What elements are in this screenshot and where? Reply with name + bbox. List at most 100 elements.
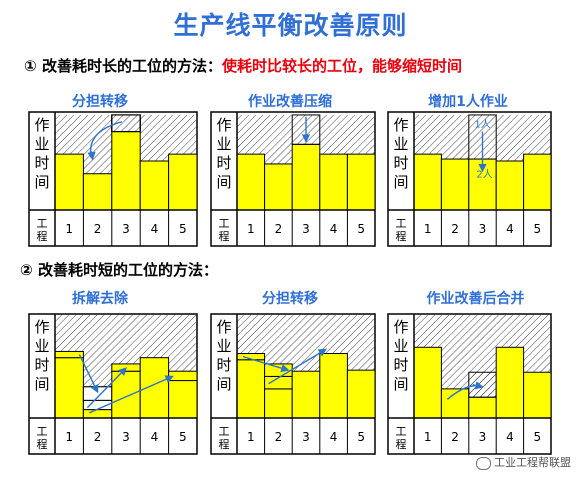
y-axis-label-char: 时 [216,154,231,172]
station-number: 4 [151,430,159,444]
y-axis-label-char: 时 [216,356,231,374]
station-number: 1 [65,222,73,236]
watermark: 工业工程帮联盟 [476,454,571,470]
station-number: 4 [151,222,159,236]
station-bar [54,153,84,211]
y-axis-label-char: 时 [34,154,49,172]
station-bar [346,369,376,419]
station-bar [139,160,170,211]
station-bar [54,357,84,419]
station-bar [291,370,321,419]
station-number: 3 [122,430,130,444]
x-axis-label-char: 程 [37,438,48,451]
station-bar [319,153,348,211]
x-axis-label-char: 工 [37,425,48,438]
x-axis-label-char: 程 [396,438,407,451]
compressed-task [291,114,321,145]
x-axis-label-char: 程 [396,230,407,243]
station-bar [346,153,376,211]
y-axis-label-char: 间 [393,173,408,191]
y-axis-label-char: 业 [393,135,408,153]
station-number: 2 [275,430,283,444]
station-bar [291,143,321,211]
wechat-icon [476,456,491,470]
station-number: 1 [247,222,255,236]
x-axis-label-char: 工 [396,425,407,438]
y-axis-label-char: 间 [216,173,231,191]
station-number: 4 [330,430,338,444]
x-axis-label-char: 工 [396,217,407,230]
station-number: 2 [275,222,283,236]
station-bar [495,346,525,419]
station-bar [264,388,293,419]
station-number: 3 [302,222,310,236]
y-axis-label-char: 时 [34,356,49,374]
y-axis-label-char: 时 [393,356,408,374]
task-segment [82,409,113,419]
transfer-arrow [89,375,174,414]
removed-task [111,114,141,133]
watermark-text: 工业工程帮联盟 [494,456,571,469]
station-number: 1 [424,430,432,444]
task-segment [168,370,198,382]
station-number: 5 [357,430,365,444]
y-axis-label-char: 业 [216,337,231,355]
station-number: 2 [94,430,102,444]
y-axis-label-char: 间 [216,375,231,393]
station-bar [264,163,293,211]
y-axis-label-char: 时 [393,154,408,172]
panel4-label: 拆解去除 [72,291,128,307]
x-axis-label-char: 工 [219,217,230,230]
y-axis-label-char: 业 [34,337,49,355]
station-number: 1 [424,222,432,236]
station-bar [168,380,198,419]
station-number: 4 [506,430,514,444]
station-bar [236,359,266,419]
station-bar [168,153,198,211]
section2-marker: ② [20,261,33,279]
panel5-label: 分担转移 [262,291,318,307]
station-bar [468,396,497,419]
station-number: 3 [122,222,130,236]
station-number: 4 [330,222,338,236]
transfer-arrow [78,354,99,394]
station-number: 4 [506,222,514,236]
y-axis-label-char: 作 [34,116,49,134]
transfer-arrow [86,367,127,409]
station-number: 5 [533,430,541,444]
station-number: 3 [302,430,310,444]
task-segment [111,363,141,372]
station-bar [139,357,170,419]
section1-highlight: 使耗时比较长的工位，能够缩短时间 [221,57,462,75]
station-number: 5 [179,222,187,236]
station-number: 3 [479,222,487,236]
y-axis-label-char: 间 [34,375,49,393]
panel6-label: 作业改善后合并 [426,291,525,307]
station-number: 2 [451,222,459,236]
station-bar [523,371,552,419]
station-number: 5 [533,222,541,236]
station-bar [440,158,470,211]
x-axis-label-char: 程 [219,230,230,243]
station-bar [236,153,266,211]
y-axis-label-char: 业 [34,135,49,153]
x-axis-label-char: 程 [37,230,48,243]
panel2-label: 作业改善压缩 [248,94,332,110]
y-axis-label-char: 作 [34,318,49,336]
station-bar [495,160,525,211]
station-bar [82,173,113,211]
y-axis-label-char: 业 [216,135,231,153]
y-axis-label-char: 间 [393,375,408,393]
annotation-two-persons: 2人 [476,169,492,181]
y-axis-label-char: 间 [34,173,49,191]
y-axis-label-char: 作 [393,116,408,134]
x-axis-label-char: 程 [219,438,230,451]
y-axis-label-char: 作 [216,116,231,134]
station-number: 1 [247,430,255,444]
annotation-one-person: 1人 [474,119,490,131]
transfer-arrow [87,151,96,161]
transfer-arrow [268,348,328,385]
